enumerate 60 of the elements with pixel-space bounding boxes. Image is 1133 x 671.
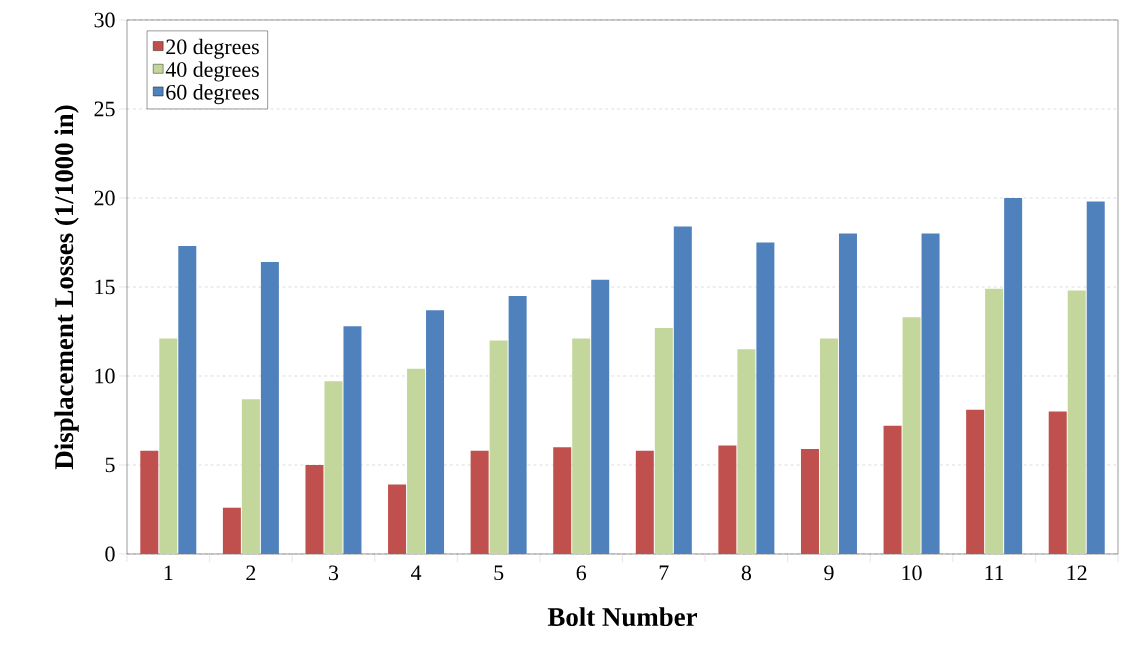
bar: [407, 368, 426, 554]
bar: [508, 295, 527, 554]
bar: [838, 233, 857, 554]
x-tick-label: 6: [576, 565, 587, 581]
bar: [1086, 201, 1105, 554]
x-tick-label: 1: [164, 565, 173, 580]
legend-label: 40 degrees: [165, 61, 259, 82]
y-tick-label: 20: [94, 190, 115, 206]
bar: [426, 310, 445, 554]
bar: [489, 340, 508, 554]
bar: [673, 226, 692, 554]
bar: [241, 399, 260, 554]
bar: [222, 507, 241, 554]
bar: [178, 246, 197, 554]
bar: [591, 279, 610, 554]
y-tick-label: 10: [95, 368, 115, 384]
bar: [470, 450, 489, 554]
bar: [800, 448, 819, 554]
x-tick-label: 8: [741, 565, 752, 581]
x-tick-label: 5: [494, 565, 504, 581]
y-tick-label: 25: [94, 101, 115, 117]
bar: [260, 262, 279, 554]
bar: [635, 450, 654, 554]
bar: [654, 327, 673, 554]
bar: [388, 484, 407, 554]
y-tick-label: 15: [95, 279, 115, 295]
bar: [966, 409, 985, 554]
bar: [305, 464, 324, 554]
bar: [140, 450, 159, 554]
bar: [324, 381, 343, 554]
x-tick-label: 11: [985, 565, 1004, 580]
x-axis-title: Bolt Number: [547, 607, 697, 627]
bar: [756, 242, 775, 554]
x-tick-label: 4: [410, 565, 422, 580]
bar: [343, 326, 362, 554]
bar: [1067, 290, 1086, 554]
x-tick-label: 7: [659, 565, 669, 580]
legend-label: 60 degrees: [166, 84, 259, 105]
y-axis-title: Displacement Losses (1/1000 in): [54, 105, 79, 470]
bar: [921, 233, 940, 554]
y-tick-label: 30: [94, 12, 115, 28]
y-tick-label: 5: [105, 457, 115, 473]
x-tick-label: 9: [824, 565, 834, 581]
legend-label: 20 degrees: [166, 38, 259, 59]
bar: [1004, 197, 1023, 554]
bar: [985, 288, 1004, 554]
bar: [902, 317, 921, 554]
bar: [572, 338, 591, 554]
bar: [159, 338, 178, 554]
bar: [1048, 411, 1067, 554]
y-tick-label: 0: [105, 546, 115, 562]
bar: [819, 338, 838, 554]
bar: [553, 447, 572, 554]
x-tick-label: 2: [246, 565, 256, 581]
x-tick-label: 3: [329, 565, 339, 581]
x-tick-label: 10: [902, 565, 922, 581]
bar: [737, 349, 756, 554]
x-tick-label: 12: [1067, 565, 1087, 581]
bar: [883, 425, 902, 554]
bar: [718, 445, 737, 554]
